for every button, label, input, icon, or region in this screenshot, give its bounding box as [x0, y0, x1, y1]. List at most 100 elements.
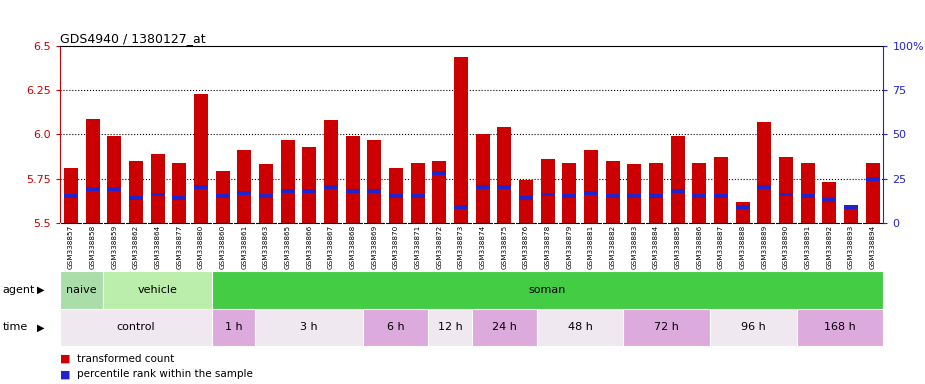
Text: GSM338893: GSM338893	[848, 225, 854, 269]
Bar	[237, 150, 252, 223]
Text: GSM338868: GSM338868	[350, 225, 355, 269]
Bar	[648, 163, 663, 223]
Text: vehicle: vehicle	[138, 285, 178, 295]
Bar	[194, 94, 208, 223]
Bar	[866, 163, 880, 223]
Bar	[519, 180, 533, 223]
Text: GSM338865: GSM338865	[285, 225, 290, 269]
Bar	[367, 140, 381, 223]
Text: GSM338873: GSM338873	[458, 225, 464, 269]
Bar	[216, 172, 229, 223]
Bar	[302, 189, 316, 193]
Bar	[364, 309, 428, 346]
Text: GSM338884: GSM338884	[653, 225, 659, 269]
Bar	[584, 191, 598, 195]
Text: GSM338858: GSM338858	[90, 225, 95, 269]
Bar	[432, 161, 446, 223]
Bar	[692, 163, 707, 223]
Bar	[255, 309, 364, 346]
Bar	[800, 163, 815, 223]
Bar	[735, 205, 749, 209]
Bar	[475, 134, 489, 223]
Bar	[428, 309, 472, 346]
Bar	[129, 161, 143, 223]
Bar	[237, 191, 252, 195]
Text: GSM338892: GSM338892	[826, 225, 832, 269]
Text: GDS4940 / 1380127_at: GDS4940 / 1380127_at	[60, 32, 205, 45]
Bar	[758, 185, 771, 189]
Bar	[562, 194, 576, 198]
Bar	[129, 196, 143, 200]
Text: GSM338883: GSM338883	[631, 225, 637, 269]
Text: GSM338880: GSM338880	[198, 225, 204, 269]
Text: GSM338863: GSM338863	[263, 225, 269, 269]
Text: soman: soman	[529, 285, 566, 295]
Bar	[779, 157, 793, 223]
Bar	[606, 194, 620, 198]
Text: percentile rank within the sample: percentile rank within the sample	[77, 369, 253, 379]
Bar	[540, 192, 555, 196]
Bar	[758, 122, 771, 223]
Bar	[411, 163, 425, 223]
Bar	[796, 309, 883, 346]
Text: agent: agent	[3, 285, 35, 295]
Bar	[324, 185, 338, 189]
Text: ▶: ▶	[37, 322, 44, 333]
Bar	[714, 157, 728, 223]
Text: naive: naive	[67, 285, 97, 295]
Bar	[498, 127, 512, 223]
Bar	[822, 198, 836, 202]
Text: GSM338869: GSM338869	[371, 225, 377, 269]
Text: GSM338860: GSM338860	[219, 225, 226, 269]
Text: GSM338876: GSM338876	[523, 225, 529, 269]
Text: control: control	[117, 322, 155, 333]
Bar	[454, 205, 468, 209]
Text: GSM338871: GSM338871	[414, 225, 421, 269]
Text: ▶: ▶	[37, 285, 44, 295]
Bar	[475, 185, 489, 189]
Text: GSM338864: GSM338864	[154, 225, 161, 269]
Text: GSM338867: GSM338867	[328, 225, 334, 269]
Text: 12 h: 12 h	[438, 322, 462, 333]
Bar	[194, 185, 208, 189]
Text: 3 h: 3 h	[301, 322, 318, 333]
Text: GSM338886: GSM338886	[697, 225, 702, 269]
Bar	[498, 185, 512, 189]
Text: GSM338870: GSM338870	[393, 225, 399, 269]
Bar	[606, 161, 620, 223]
Bar	[60, 271, 104, 309]
Text: 48 h: 48 h	[568, 322, 593, 333]
Bar	[388, 194, 403, 198]
Text: GSM338885: GSM338885	[674, 225, 681, 269]
Text: transformed count: transformed count	[77, 354, 174, 364]
Text: 1 h: 1 h	[225, 322, 242, 333]
Text: GSM338862: GSM338862	[133, 225, 139, 269]
Text: GSM338861: GSM338861	[241, 225, 247, 269]
Text: 24 h: 24 h	[492, 322, 517, 333]
Text: GSM338877: GSM338877	[177, 225, 182, 269]
Bar	[64, 194, 78, 198]
Text: GSM338882: GSM338882	[610, 225, 615, 269]
Bar	[822, 182, 836, 223]
Bar	[519, 196, 533, 200]
Text: GSM338866: GSM338866	[306, 225, 313, 269]
Bar	[259, 164, 273, 223]
Text: GSM338888: GSM338888	[740, 225, 746, 269]
Bar	[280, 140, 295, 223]
Bar	[692, 194, 707, 198]
Text: GSM338879: GSM338879	[566, 225, 573, 269]
Bar	[104, 271, 212, 309]
Bar	[216, 194, 229, 198]
Bar	[454, 57, 468, 223]
Bar	[671, 136, 684, 223]
Bar	[302, 147, 316, 223]
Text: GSM338889: GSM338889	[761, 225, 767, 269]
Bar	[472, 309, 536, 346]
Bar	[151, 192, 165, 196]
Bar	[536, 309, 623, 346]
Text: time: time	[3, 322, 28, 333]
Text: GSM338891: GSM338891	[805, 225, 810, 269]
Bar	[714, 194, 728, 198]
Bar	[259, 194, 273, 198]
Bar	[623, 309, 710, 346]
